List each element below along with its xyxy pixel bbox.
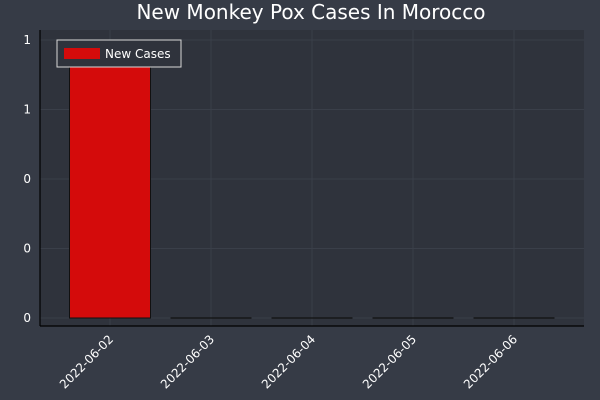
axes: [39, 30, 584, 327]
y-tick-label: 0: [23, 311, 31, 325]
x-tick-label: 2022-06-02: [57, 332, 116, 391]
x-tick-label: 2022-06-06: [461, 332, 520, 391]
x-tick-label: 2022-06-03: [158, 332, 217, 391]
legend-swatch: [64, 48, 100, 59]
y-tick-label: 0: [23, 172, 31, 186]
x-tick-labels: 2022-06-02 2022-06-03 2022-06-04 2022-06-05…: [57, 332, 520, 391]
y-tick-label: 0: [23, 242, 31, 256]
legend-label: New Cases: [105, 47, 171, 61]
y-tick-label: 1: [23, 33, 31, 47]
legend: New Cases: [56, 39, 182, 68]
y-tick-label: 1: [23, 103, 31, 117]
x-tick-label: 2022-06-05: [360, 332, 419, 391]
y-tick-labels: 0 0 0 1 1: [23, 33, 31, 325]
bars: [69, 39, 555, 319]
chart-title: New Monkey Pox Cases In Morocco: [136, 0, 485, 24]
x-tick-label: 2022-06-04: [259, 332, 318, 391]
bar: [69, 39, 151, 319]
